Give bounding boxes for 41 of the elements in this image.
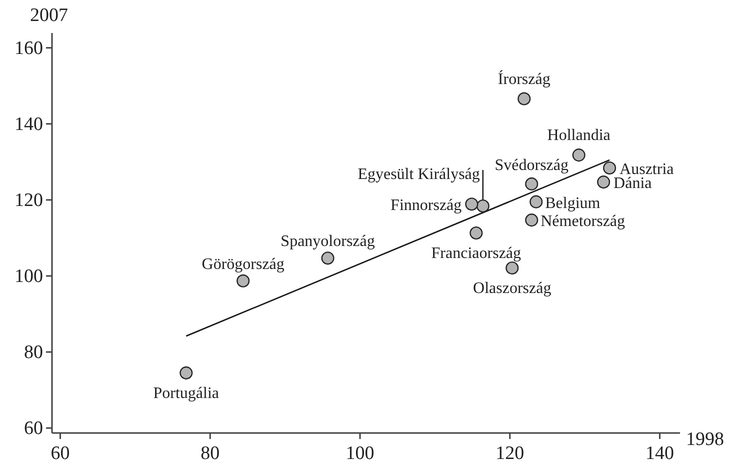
y-tick-label: 80 <box>24 342 43 364</box>
annotation: Olaszország <box>473 280 552 297</box>
annotation: Dánia <box>614 175 652 192</box>
annotation: Hollandia <box>547 127 610 144</box>
annotation: Belgium <box>545 194 601 212</box>
y-axis-title: 2007 <box>30 5 68 26</box>
annotation: Spanyolország <box>280 233 375 250</box>
point <box>530 195 543 208</box>
point <box>525 214 538 227</box>
x-tick-label: 120 <box>496 443 524 464</box>
y-tick-label: 120 <box>14 190 43 211</box>
annotation: Görögország <box>202 256 284 273</box>
point <box>476 200 490 213</box>
point <box>236 274 250 288</box>
x-tick-label: 140 <box>646 443 674 464</box>
y-tick-label: 140 <box>14 114 43 135</box>
point <box>180 366 193 380</box>
x-tick-label: 60 <box>50 443 70 464</box>
annotation: Németország <box>540 213 626 230</box>
y-tick-label: 60 <box>24 418 43 440</box>
point <box>465 198 478 211</box>
point <box>525 177 538 190</box>
point <box>572 148 586 162</box>
x-axis-title: 1998 <box>686 429 724 450</box>
annotation: Ausztria <box>620 160 674 178</box>
x-tick-label: 100 <box>346 443 374 464</box>
point <box>470 226 483 240</box>
x-tick-label: 80 <box>200 443 220 464</box>
point <box>321 252 334 265</box>
annotation: Finnország <box>390 197 462 214</box>
annotation: Franciaország <box>431 245 522 262</box>
annotation: Egyesült Királyság <box>358 166 480 184</box>
point <box>597 176 610 189</box>
y-tick-label: 100 <box>14 266 43 288</box>
annotation: Svédország <box>494 156 568 174</box>
annotation: Portugália <box>153 384 220 402</box>
point <box>506 261 519 274</box>
point <box>518 92 531 106</box>
annotation: Írország <box>498 70 550 88</box>
point <box>603 161 616 174</box>
y-tick-label: 160 <box>14 38 43 59</box>
